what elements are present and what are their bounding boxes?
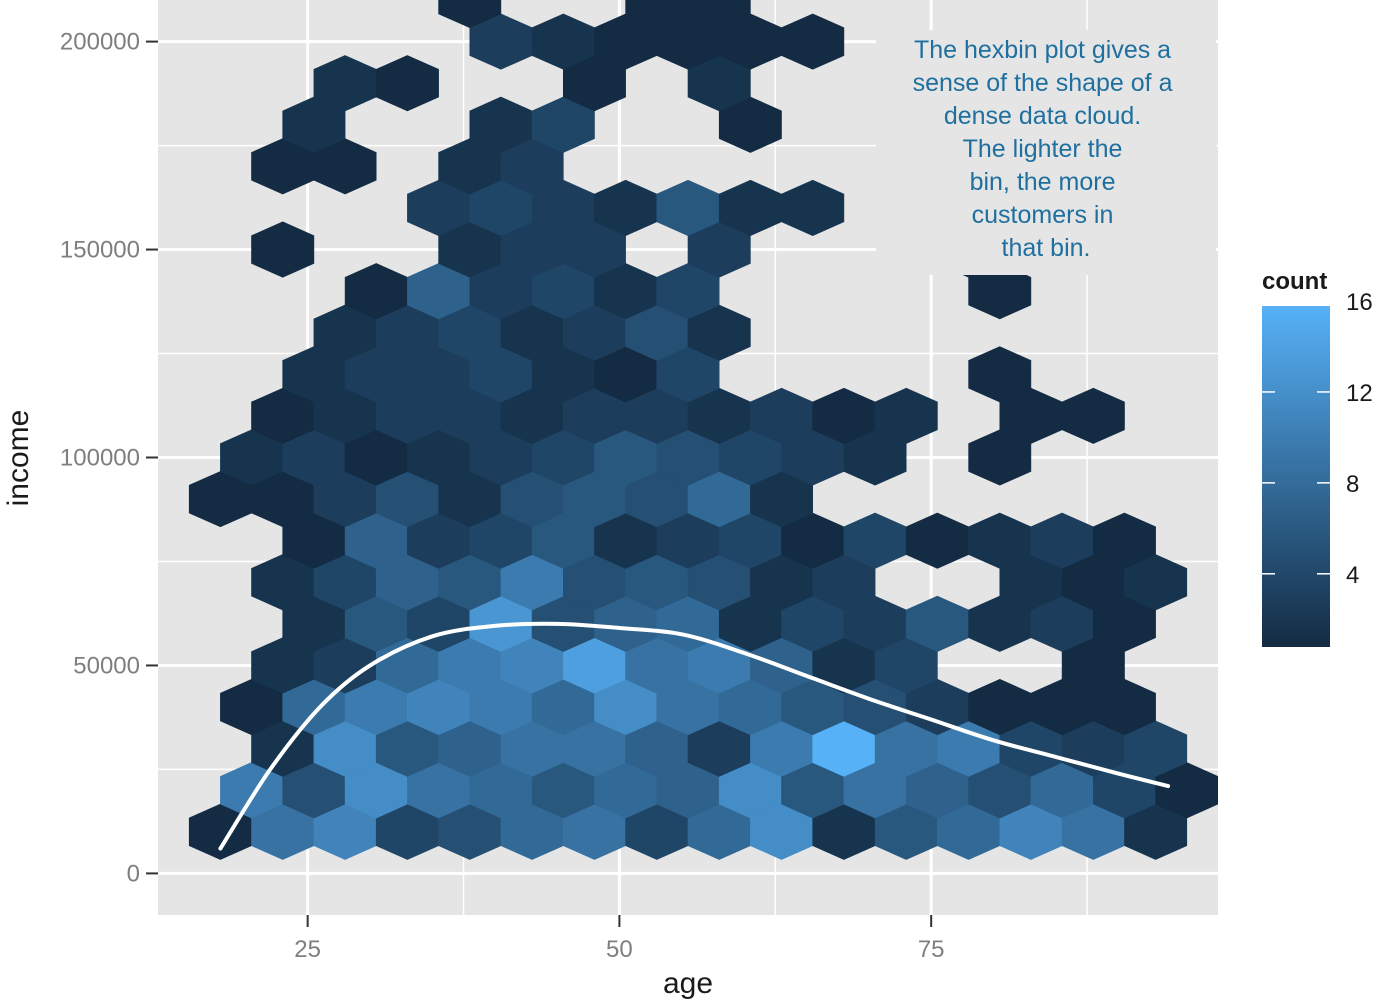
legend-title: count [1262, 268, 1327, 295]
legend-label: 4 [1346, 562, 1359, 589]
legend-colorbar [1262, 306, 1330, 647]
hexbin-cell [1093, 512, 1156, 569]
x-axis-title: age [663, 967, 713, 1000]
hexbin-cell [687, 0, 751, 29]
annotation-line: dense data cloud. [944, 102, 1141, 130]
y-axis-title: income [2, 410, 35, 507]
y-tick-label: 0 [127, 860, 140, 887]
annotation-backdrop [876, 30, 1216, 275]
x-tick-label: 50 [606, 936, 633, 963]
hexbin-cell [438, 0, 502, 29]
annotation-line: The hexbin plot gives a [914, 36, 1171, 64]
y-tick-label: 150000 [60, 237, 140, 264]
y-tick-label: 100000 [60, 445, 140, 472]
hexbin-cell [625, 0, 689, 29]
hexbin-cell [375, 55, 439, 112]
hexbin-cell [781, 179, 845, 237]
legend: count 4 8 12 16 [1262, 268, 1373, 647]
annotation-line: bin, the more [970, 168, 1116, 196]
hexbin-cell [874, 387, 938, 444]
legend-label: 8 [1346, 471, 1359, 498]
legend-ticks: 4 8 12 16 [1262, 289, 1373, 589]
y-tick-label: 50000 [73, 652, 140, 679]
annotation-line: The lighter the [963, 135, 1123, 163]
hexbin-cell [781, 13, 845, 70]
hexbin-cell [968, 346, 1032, 403]
legend-label: 16 [1346, 289, 1373, 316]
smooth-trend-line [218, 621, 1171, 851]
y-tick-label: 200000 [60, 29, 140, 56]
x-axis: 25 50 75 [294, 915, 945, 963]
y-axis: 0 50000 100000 150000 200000 [60, 29, 158, 887]
x-tick-label: 25 [294, 936, 321, 963]
hexbin-cell [251, 221, 315, 278]
annotation-line: customers in [972, 201, 1114, 229]
x-tick-label: 75 [918, 936, 945, 963]
hexbin-cells [188, 0, 1218, 860]
annotation-text: The hexbin plot gives a sense of the sha… [913, 36, 1180, 262]
hexbin-cell [1061, 387, 1125, 444]
legend-label: 12 [1346, 380, 1373, 407]
annotation-line: that bin. [1002, 234, 1091, 262]
annotation-line: sense of the shape of a [913, 69, 1173, 97]
